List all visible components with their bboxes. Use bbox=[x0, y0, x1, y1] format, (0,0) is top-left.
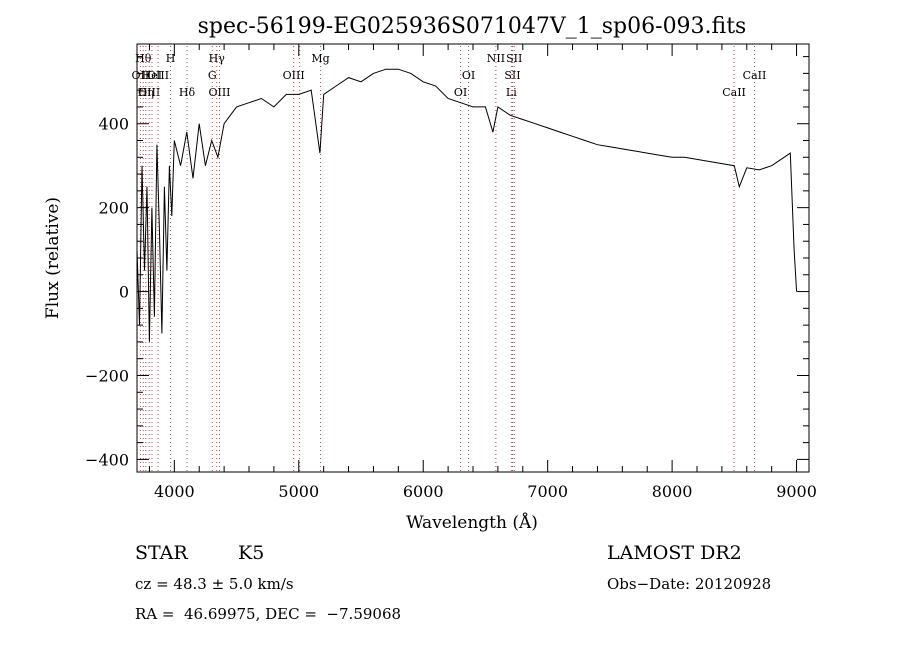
line-label: CaII bbox=[722, 86, 746, 99]
y-axis-label: Flux (relative) bbox=[43, 197, 63, 319]
line-label: Hδ bbox=[179, 86, 196, 99]
line-label: Mg bbox=[311, 52, 329, 65]
x-tick-label: 9000 bbox=[776, 482, 817, 501]
object-subclass: K5 bbox=[238, 542, 265, 564]
spectrum-series-line bbox=[136, 68, 798, 342]
spectral-line-markers: OIIHθHηOIIIHeIOIIIHHδGHγOIIIOIIIMgOIOINI… bbox=[132, 46, 767, 471]
coordinates: RA = 46.69975, DEC = −7.59068 bbox=[135, 605, 402, 623]
y-tick-label: 200 bbox=[98, 199, 129, 218]
observation-date: Obs−Date: 20120928 bbox=[607, 575, 772, 593]
line-label: H bbox=[166, 52, 176, 65]
object-class: STAR bbox=[135, 542, 188, 564]
line-label: Hγ bbox=[209, 52, 226, 65]
line-label: NII bbox=[487, 52, 505, 65]
x-tick-label: 7000 bbox=[527, 482, 568, 501]
x-tick-label: 5000 bbox=[278, 482, 319, 501]
line-label: OIII bbox=[138, 86, 160, 99]
line-label: OIII bbox=[147, 69, 169, 82]
line-label: SII bbox=[504, 69, 520, 82]
line-label: CaII bbox=[743, 69, 767, 82]
line-label: OIII bbox=[208, 86, 230, 99]
line-label: OIII bbox=[283, 69, 305, 82]
line-label: Hη bbox=[138, 86, 154, 99]
line-label: Hθ bbox=[135, 52, 152, 65]
y-axis: −400 −200 0 200 400 bbox=[85, 56, 809, 469]
line-label: OI bbox=[462, 69, 475, 82]
line-label: G bbox=[208, 69, 217, 82]
line-label: SII bbox=[506, 52, 522, 65]
plot-frame bbox=[136, 43, 810, 473]
x-tick-label: 8000 bbox=[652, 482, 693, 501]
line-label: OII bbox=[132, 69, 150, 82]
x-tick-label: 6000 bbox=[403, 482, 444, 501]
y-tick-label: −400 bbox=[85, 450, 129, 469]
x-axis: 4000 5000 6000 7000 8000 9000 bbox=[148, 44, 817, 501]
y-tick-label: −200 bbox=[85, 366, 129, 385]
survey-name: LAMOST DR2 bbox=[607, 542, 742, 564]
chart-title: spec-56199-EG025936S071047V_1_sp06-093.f… bbox=[198, 14, 747, 39]
x-tick-label: 4000 bbox=[154, 482, 195, 501]
line-label: Li bbox=[506, 86, 517, 99]
line-label: HeI bbox=[142, 69, 162, 82]
line-label: OI bbox=[454, 86, 467, 99]
redshift-velocity: cz = 48.3 ± 5.0 km/s bbox=[135, 575, 294, 593]
y-tick-label: 0 bbox=[119, 283, 129, 302]
x-axis-label: Wavelength (Å) bbox=[406, 512, 538, 533]
y-tick-label: 400 bbox=[98, 115, 129, 134]
